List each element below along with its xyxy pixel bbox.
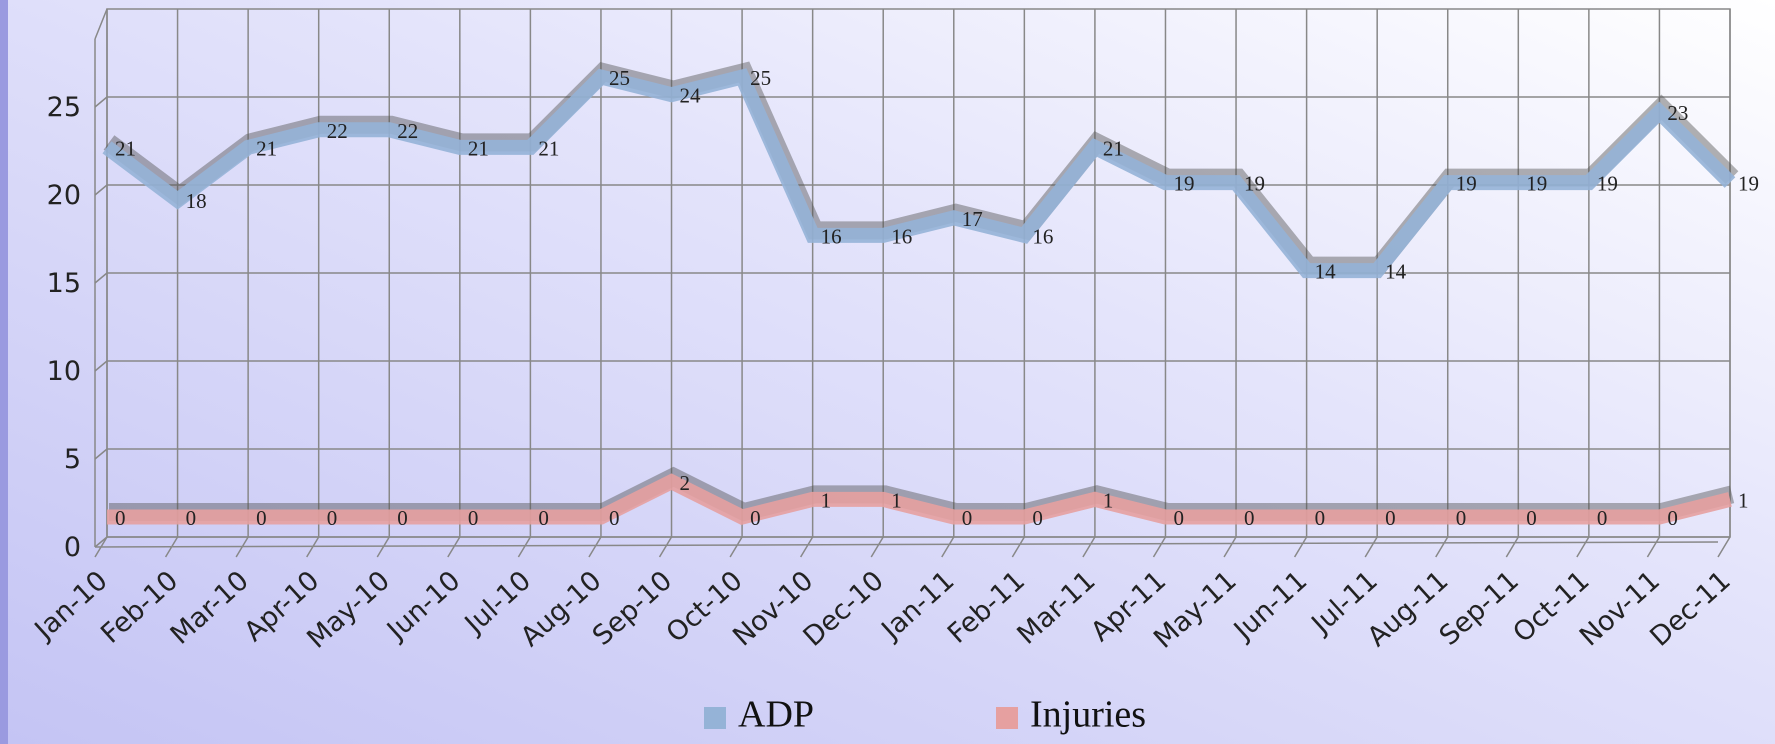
data-label: 19 <box>1244 172 1265 196</box>
y-tick-label: 0 <box>64 532 81 563</box>
floor-line <box>306 536 320 558</box>
data-label: 1 <box>1103 488 1114 512</box>
data-label: 24 <box>680 84 702 108</box>
floor-line <box>800 536 814 558</box>
data-label: 19 <box>1173 172 1194 196</box>
data-label: 1 <box>1738 488 1749 512</box>
data-label: 14 <box>1385 260 1407 284</box>
data-label: 0 <box>1526 506 1537 530</box>
floor-line <box>1223 536 1237 558</box>
data-label: 14 <box>1315 260 1337 284</box>
data-label: 25 <box>750 66 771 90</box>
floor-line <box>235 536 249 558</box>
data-label: 0 <box>1173 506 1184 530</box>
floor-line <box>1505 536 1519 558</box>
floor-line <box>588 536 602 558</box>
data-label: 21 <box>1103 136 1124 160</box>
floor-line <box>729 536 743 558</box>
floor-line <box>1152 536 1167 558</box>
side-grid-line <box>94 360 108 372</box>
floor-line <box>1435 536 1449 558</box>
legend-label: Injuries <box>1030 694 1146 736</box>
floor-line <box>1646 536 1661 558</box>
floor-line <box>658 536 673 558</box>
data-label: 19 <box>1738 172 1759 196</box>
data-label: 0 <box>750 506 761 530</box>
y-tick-label: 10 <box>47 356 81 387</box>
data-label: 2 <box>680 471 691 495</box>
side-grid-line <box>94 272 108 284</box>
floor-line <box>870 536 884 558</box>
legend-swatch <box>704 707 726 729</box>
data-label: 16 <box>891 224 912 248</box>
floor-edge <box>94 541 1719 548</box>
data-label: 0 <box>1315 506 1326 530</box>
legend-swatch <box>996 707 1018 729</box>
data-label: 0 <box>1032 506 1043 530</box>
floor-line <box>447 536 461 558</box>
data-label: 19 <box>1456 172 1477 196</box>
data-label: 22 <box>397 119 418 143</box>
data-label: 0 <box>1597 506 1608 530</box>
series-line <box>107 473 1732 525</box>
floor-line <box>1364 536 1378 558</box>
data-label: 0 <box>1385 506 1396 530</box>
data-label: 23 <box>1667 101 1688 125</box>
y-tick-label: 25 <box>47 92 81 123</box>
floor-line <box>376 536 390 558</box>
floor-line <box>1717 536 1731 558</box>
data-label: 16 <box>821 224 842 248</box>
data-label: 22 <box>327 119 348 143</box>
data-label: 25 <box>609 66 630 90</box>
data-label: 21 <box>256 136 277 160</box>
data-label: 0 <box>1456 506 1467 530</box>
data-label: 1 <box>891 488 902 512</box>
data-label: 21 <box>538 136 559 160</box>
floor-line <box>1293 536 1308 558</box>
data-label: 19 <box>1597 172 1618 196</box>
floor-line <box>941 536 955 558</box>
data-label: 0 <box>468 506 479 530</box>
side-grid-line <box>94 448 108 460</box>
floor-line <box>1082 536 1096 558</box>
data-label: 16 <box>1032 224 1053 248</box>
floor-line <box>1011 536 1025 558</box>
data-label: 0 <box>1244 506 1255 530</box>
data-label: 17 <box>962 207 983 231</box>
floor-line <box>164 536 179 558</box>
series-line <box>102 68 1736 279</box>
data-label: 21 <box>115 136 136 160</box>
legend-label: ADP <box>738 694 814 736</box>
floor-line <box>94 536 108 558</box>
data-label: 0 <box>609 506 620 530</box>
data-label: 21 <box>468 136 489 160</box>
data-label: 1 <box>821 488 832 512</box>
y-tick-label: 5 <box>64 444 81 475</box>
y-tick-label: 15 <box>47 268 81 299</box>
side-grid-line <box>94 536 108 548</box>
side-grid-line <box>94 96 108 108</box>
floor-line <box>517 536 532 558</box>
data-label: 18 <box>186 189 207 213</box>
left-edge <box>0 0 8 744</box>
data-label: 0 <box>256 506 267 530</box>
y-tick-label: 20 <box>47 180 81 211</box>
side-wall-edge <box>94 8 108 40</box>
floor-line <box>1576 536 1590 558</box>
data-label: 0 <box>186 506 197 530</box>
data-label: 0 <box>115 506 126 530</box>
data-label: 0 <box>962 506 973 530</box>
data-label: 0 <box>397 506 408 530</box>
side-grid-line <box>94 184 108 196</box>
data-label: 19 <box>1526 172 1547 196</box>
data-label: 0 <box>538 506 549 530</box>
data-label: 0 <box>1667 506 1678 530</box>
data-label: 0 <box>327 506 338 530</box>
